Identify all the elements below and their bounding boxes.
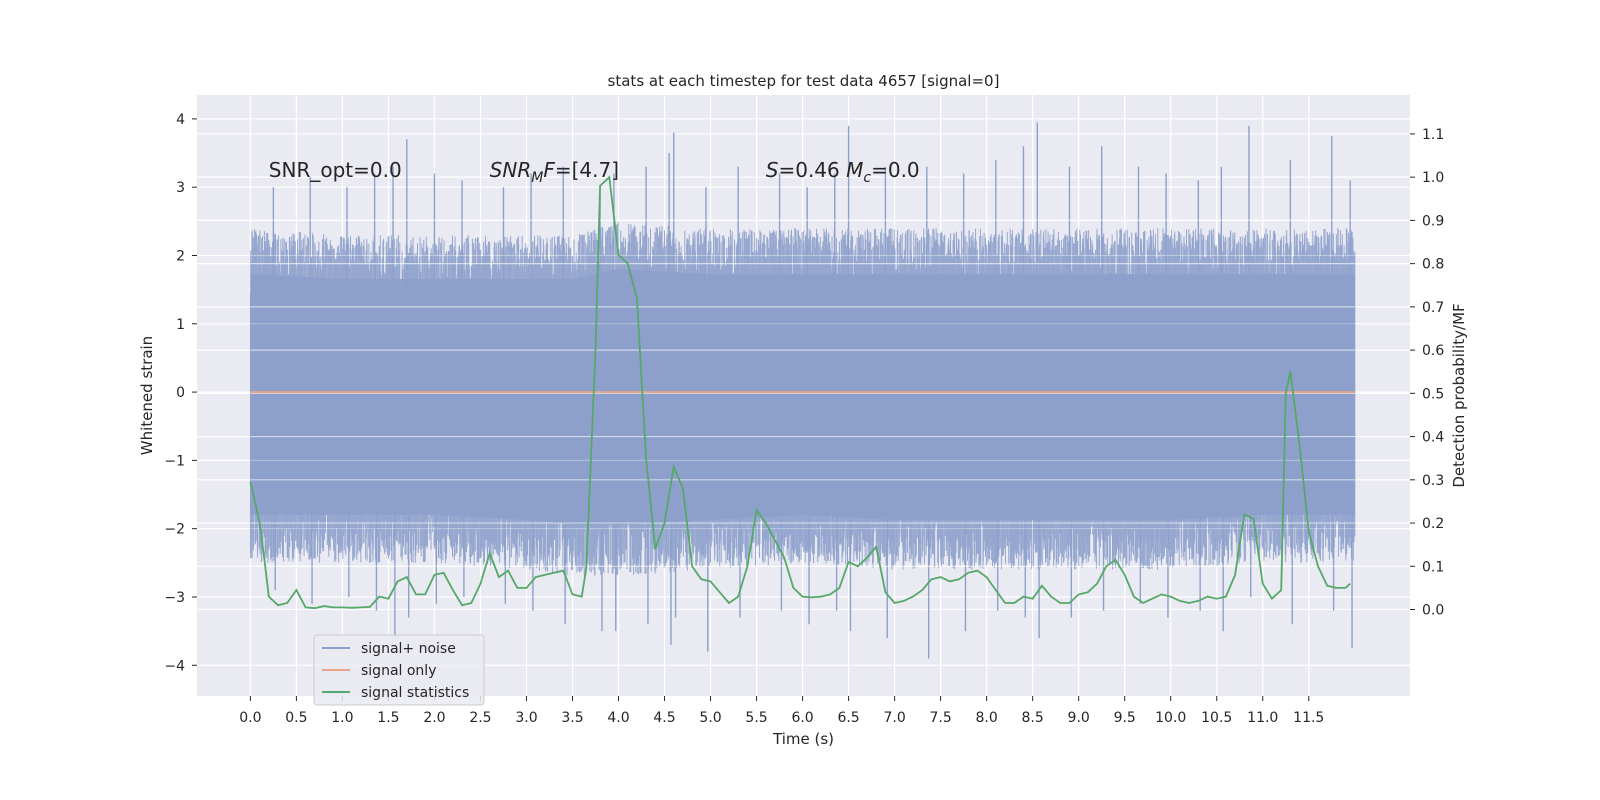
annotation-2: S=0.46 Mc=0.0 [766, 158, 920, 186]
legend: signal+ noise signal only signal statistic… [313, 634, 485, 706]
y2-tick-label: 0.6 [1422, 343, 1444, 359]
annotations: SNR_opt=0.0 SNRMF=[4.7] S=0.46 Mc=0.0 [269, 158, 920, 186]
x-tick-label: 8.0 [976, 710, 998, 726]
noise-strokes [249, 221, 1356, 576]
x-tick-label: 9.5 [1114, 710, 1136, 726]
x-tick-label: 2.5 [469, 710, 491, 726]
annotation-part: =0.46 [778, 158, 846, 182]
x-tick-label: 9.0 [1068, 710, 1090, 726]
annotation-0: SNR_opt=0.0 [269, 158, 402, 182]
x-tick-label: 8.5 [1022, 710, 1044, 726]
x-tick-label: 10.5 [1201, 710, 1232, 726]
x-tick-label: 3.0 [515, 710, 537, 726]
series-signal-statistics [249, 175, 1351, 610]
y-tick-label: 3 [176, 180, 185, 196]
x-tick-label: 5.5 [745, 710, 767, 726]
x-tick-label: 6.0 [791, 710, 813, 726]
x-tick-label: 4.0 [607, 710, 629, 726]
annotation-part: SNR [490, 158, 532, 182]
annotation-part: M [531, 170, 543, 186]
y2-tick-label: 0.5 [1422, 386, 1444, 402]
y2-tick-label: 0.9 [1422, 213, 1444, 229]
y-tick-label: 2 [176, 248, 185, 264]
y2-tick-label: 0.3 [1422, 473, 1444, 489]
y2-tick-label: 1.1 [1422, 127, 1444, 143]
y2-tick-label: 0.0 [1422, 603, 1444, 619]
x-tick-label: 5.0 [699, 710, 721, 726]
y2-tick-label: 0.7 [1422, 300, 1444, 316]
y-tick-label: −2 [164, 522, 185, 538]
y2-tick-label: 0.2 [1422, 516, 1444, 532]
y-axis-left: −4 −3 −2 −1 0 1 2 3 4 [164, 112, 197, 674]
y-axis-right: 0.0 0.1 0.2 0.3 0.4 0.5 0.6 0.7 0.8 0.9 1.0 1.1 [1410, 127, 1444, 619]
annotation-part: SNR_opt=0.0 [269, 158, 402, 182]
y2-tick-label: 1.0 [1422, 170, 1444, 186]
x-axis-label: Time (s) [772, 730, 834, 748]
y2-axis-label: Detection probability/MF [1450, 303, 1468, 487]
legend-label: signal only [361, 663, 436, 679]
legend-label: signal statistics [361, 685, 469, 701]
x-tick-label: 0.0 [239, 710, 261, 726]
y-tick-label: 4 [176, 112, 185, 128]
y-tick-label: 0 [176, 385, 185, 401]
x-tick-label: 1.5 [377, 710, 399, 726]
x-tick-label: 11.5 [1293, 710, 1324, 726]
annotation-1: SNRMF=[4.7] [490, 158, 619, 186]
x-axis: 0.0 0.5 1.0 1.5 2.0 2.5 3.0 3.5 4.0 4.5 5.0 5.5 6.0 6… [239, 696, 1324, 726]
y-tick-label: −4 [164, 658, 185, 674]
series-signal-noise [249, 122, 1356, 659]
annotation-part: =0.0 [871, 158, 920, 182]
x-tick-label: 1.0 [331, 710, 353, 726]
y2-tick-label: 0.8 [1422, 257, 1444, 273]
x-tick-label: 11.0 [1247, 710, 1278, 726]
x-tick-label: 7.5 [929, 710, 951, 726]
legend-box [313, 634, 485, 706]
annotation-part: c [863, 170, 871, 186]
x-tick-label: 3.5 [561, 710, 583, 726]
x-tick-label: 6.5 [837, 710, 859, 726]
y2-tick-label: 0.1 [1422, 559, 1444, 575]
x-tick-label: 10.0 [1155, 710, 1186, 726]
x-tick-label: 0.5 [285, 710, 307, 726]
annotation-part: F [543, 158, 555, 182]
chart-title: stats at each timestep for test data 465… [608, 72, 1000, 90]
series-layer [249, 122, 1356, 659]
annotation-part: M [846, 158, 863, 182]
x-tick-label: 4.5 [653, 710, 675, 726]
y-tick-label: −3 [164, 590, 185, 606]
x-tick-label: 7.0 [883, 710, 905, 726]
y2-tick-label: 0.4 [1422, 430, 1444, 446]
legend-label: signal+ noise [361, 641, 456, 657]
y-axis-label: Whitened strain [138, 336, 156, 455]
y-tick-label: 1 [176, 317, 185, 333]
annotation-part: =[4.7] [555, 158, 619, 182]
x-tick-label: 2.0 [423, 710, 445, 726]
annotation-part: S [766, 158, 779, 182]
y-tick-label: −1 [164, 453, 185, 469]
